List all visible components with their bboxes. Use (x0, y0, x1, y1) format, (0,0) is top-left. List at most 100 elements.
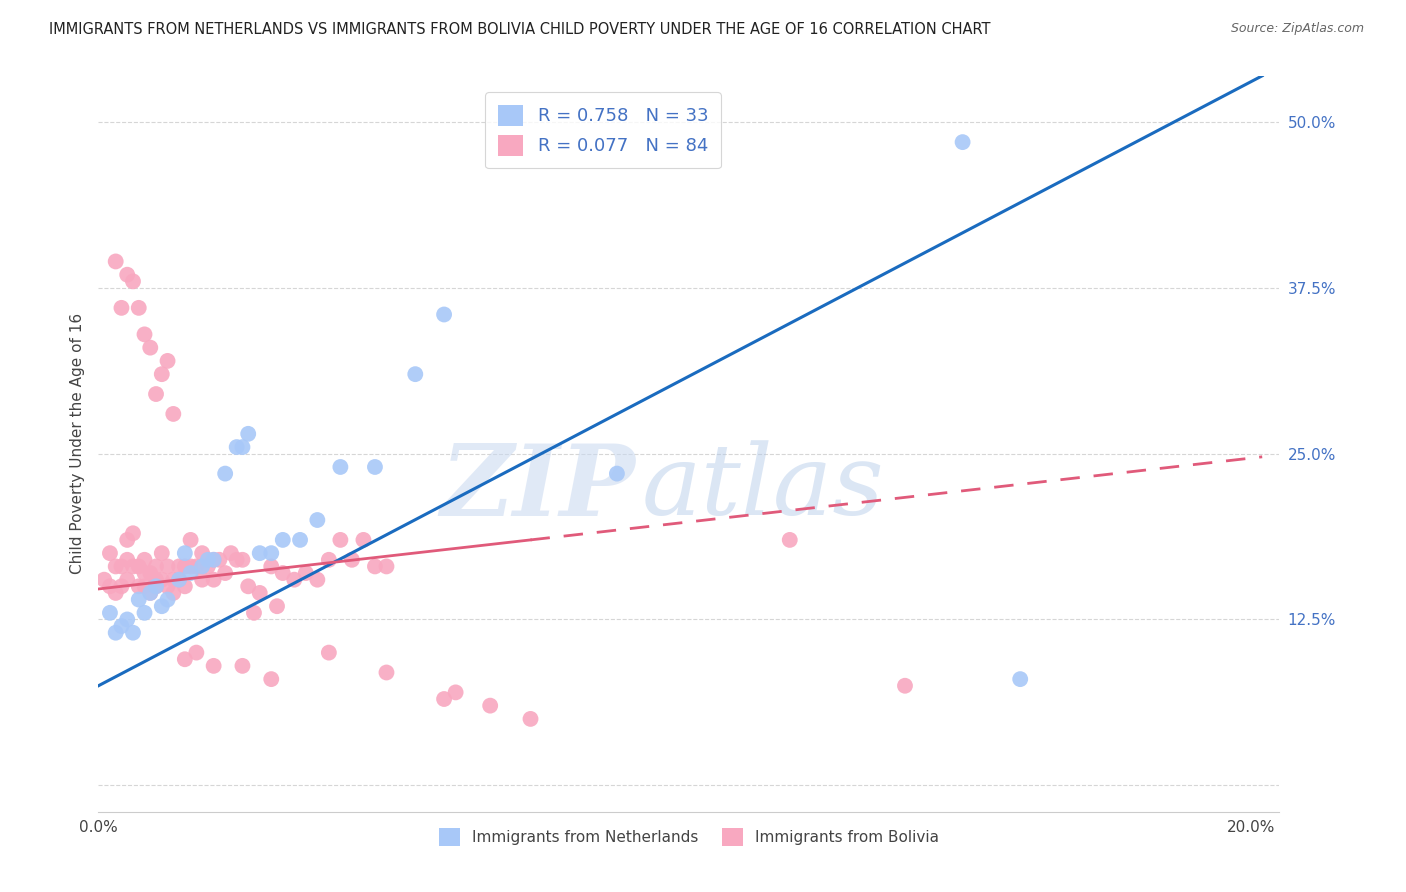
Text: Source: ZipAtlas.com: Source: ZipAtlas.com (1230, 22, 1364, 36)
Point (340, 553, 363, 567)
Point (266, 599, 288, 614)
Point (156, 579, 179, 593)
Point (295, 566, 318, 580)
Point (115, 533, 138, 547)
Point (122, 559, 145, 574)
Point (271, 566, 294, 580)
Point (243, 606, 266, 620)
Point (364, 559, 387, 574)
Point (128, 579, 150, 593)
Point (156, 559, 179, 574)
Point (606, 467, 628, 481)
Point (110, 301, 132, 315)
Point (150, 599, 173, 614)
Point (249, 546, 271, 560)
Point (214, 566, 236, 580)
Point (104, 254, 127, 268)
Point (375, 559, 398, 574)
Point (779, 533, 801, 547)
Point (231, 440, 253, 454)
Point (150, 367, 173, 381)
Point (433, 692, 456, 706)
Point (519, 712, 541, 726)
Point (180, 559, 202, 574)
Point (139, 586, 162, 600)
Point (271, 533, 294, 547)
Point (115, 612, 138, 626)
Point (404, 367, 426, 381)
Point (115, 268, 138, 282)
Point (375, 665, 398, 680)
Point (288, 533, 311, 547)
Point (197, 553, 219, 567)
Point (260, 546, 283, 560)
Point (134, 553, 156, 567)
Point (110, 559, 132, 574)
Point (329, 533, 352, 547)
Point (231, 553, 253, 567)
Point (139, 586, 162, 600)
Text: ZIP: ZIP (441, 440, 636, 536)
Point (98, 579, 121, 593)
Point (128, 559, 150, 574)
Point (128, 301, 150, 315)
Point (134, 606, 156, 620)
Point (318, 646, 340, 660)
Point (318, 553, 340, 567)
Point (186, 646, 208, 660)
Point (202, 553, 225, 567)
Text: atlas: atlas (641, 441, 884, 535)
Point (191, 573, 214, 587)
Point (162, 573, 184, 587)
Legend: Immigrants from Netherlands, Immigrants from Bolivia: Immigrants from Netherlands, Immigrants … (433, 822, 945, 852)
Point (122, 526, 145, 541)
Point (225, 440, 247, 454)
Point (352, 533, 374, 547)
Text: IMMIGRANTS FROM NETHERLANDS VS IMMIGRANTS FROM BOLIVIA CHILD POVERTY UNDER THE A: IMMIGRANTS FROM NETHERLANDS VS IMMIGRANT… (49, 22, 991, 37)
Point (134, 327, 156, 342)
Point (162, 407, 184, 421)
Point (167, 573, 190, 587)
Point (444, 685, 467, 699)
Point (260, 559, 283, 574)
Point (202, 553, 225, 567)
Point (134, 566, 156, 580)
Point (173, 579, 195, 593)
Point (307, 573, 329, 587)
Point (167, 559, 190, 574)
Point (202, 658, 225, 673)
Point (219, 546, 242, 560)
Point (180, 533, 202, 547)
Point (1010, 672, 1032, 686)
Point (894, 679, 917, 693)
Point (98, 606, 121, 620)
Point (364, 460, 387, 475)
Point (104, 586, 127, 600)
Point (134, 579, 156, 593)
Point (128, 592, 150, 607)
Point (156, 354, 179, 368)
Point (186, 559, 208, 574)
Point (208, 553, 231, 567)
Point (260, 672, 283, 686)
Point (139, 341, 162, 355)
Point (191, 546, 214, 560)
Point (180, 566, 202, 580)
Point (162, 586, 184, 600)
Y-axis label: Child Poverty Under the Age of 16: Child Poverty Under the Age of 16 (69, 313, 84, 574)
Point (433, 308, 456, 322)
Point (307, 513, 329, 527)
Point (110, 579, 132, 593)
Point (214, 467, 236, 481)
Point (329, 460, 352, 475)
Point (202, 573, 225, 587)
Point (225, 553, 247, 567)
Point (110, 619, 132, 633)
Point (173, 652, 195, 666)
Point (156, 592, 179, 607)
Point (145, 579, 167, 593)
Point (197, 559, 219, 574)
Point (145, 559, 167, 574)
Point (167, 573, 190, 587)
Point (104, 625, 127, 640)
